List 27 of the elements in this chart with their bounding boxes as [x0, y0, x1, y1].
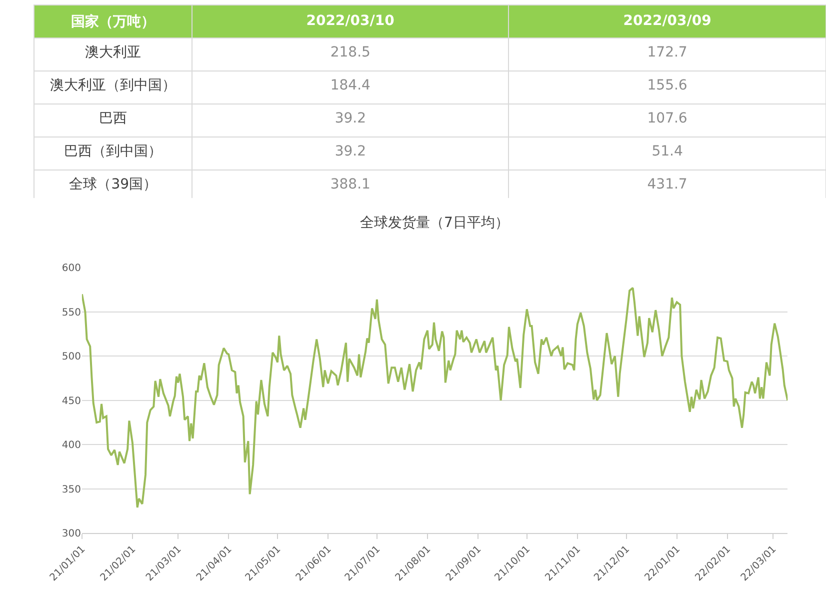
- y-tick-label: 450: [62, 396, 81, 407]
- data-label: 39.2: [334, 144, 366, 160]
- category-label: 巴西: [99, 110, 128, 126]
- data-label: 107.6: [647, 110, 688, 126]
- category-label: 全球（39国）: [69, 176, 158, 192]
- y-tick-label: 500: [62, 352, 81, 363]
- y-tick-label: 400: [62, 440, 81, 452]
- chart-title: 全球发货量（7日平均）: [360, 215, 509, 231]
- category-label: 澳大利亚（到中国）: [50, 78, 176, 94]
- data-label: 155.6: [647, 78, 688, 94]
- y-tick-label: 600: [62, 263, 81, 274]
- text: 2022/03/10: [306, 13, 395, 29]
- text: 国家（万吨）: [71, 13, 156, 30]
- data-label: 172.7: [647, 44, 688, 60]
- line-series: [82, 286, 788, 508]
- data-label: 39.2: [334, 110, 366, 126]
- category-label: 巴西（到中国）: [64, 144, 162, 160]
- data-label: 431.7: [647, 176, 688, 192]
- y-tick-label: 350: [62, 484, 81, 496]
- y-tick-label: 300: [62, 528, 81, 540]
- category-label: 澳大利亚: [85, 44, 142, 60]
- y-tick-label: 550: [62, 307, 81, 318]
- data-label: 388.1: [330, 176, 370, 192]
- data-label: 51.4: [652, 144, 683, 160]
- data-label: 184.4: [330, 78, 371, 94]
- series-label: 2022/03/09: [623, 13, 712, 29]
- data-label: 218.5: [330, 44, 370, 60]
